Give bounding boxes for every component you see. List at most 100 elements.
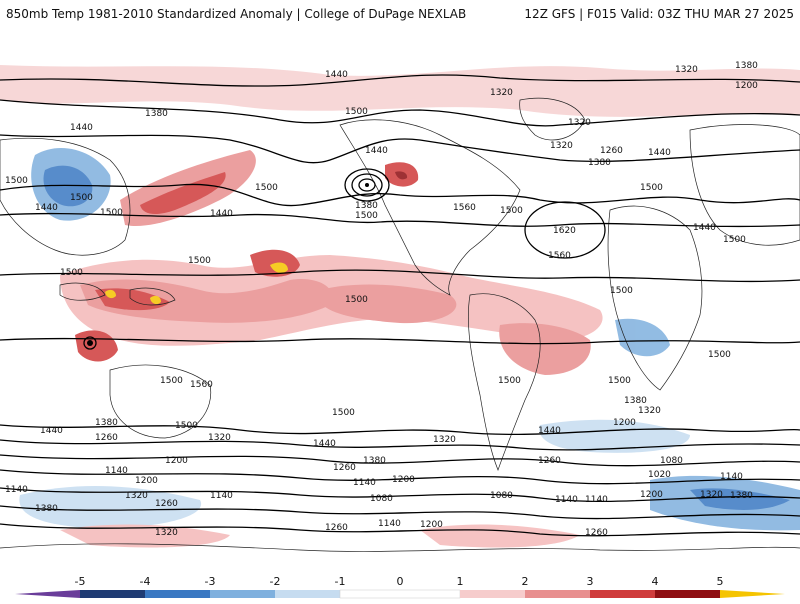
colorbar-svg (15, 589, 785, 599)
contour-label: 1500 (610, 286, 633, 296)
colorbar-swatch (210, 590, 275, 598)
contour-label: 1440 (210, 209, 233, 219)
contour-label: 1440 (40, 426, 63, 436)
colorbar (0, 570, 800, 600)
contour-label: 1500 (255, 183, 278, 193)
contour-label: 1500 (5, 176, 28, 186)
contour-label: 1500 (640, 183, 663, 193)
contour-label: 1440 (648, 148, 671, 158)
contour-label: 1440 (70, 123, 93, 133)
contour-label: 1620 (553, 226, 576, 236)
height-contours (0, 74, 800, 537)
colorbar-tick: 2 (521, 575, 529, 588)
contour-labels: 1440 1380 1320 1320 1380 1200 1440 1500 … (5, 61, 758, 538)
contour-label: 1140 (585, 495, 608, 505)
contour-label: 1080 (370, 494, 393, 504)
contour-label: 1380 (730, 491, 753, 501)
model-valid-time: 12Z GFS | F015 Valid: 03Z THU MAR 27 202… (524, 7, 794, 21)
contour-label: 1320 (125, 491, 148, 501)
contour-label: 1380 (363, 456, 386, 466)
colorbar-swatch (655, 590, 720, 598)
colorbar-tick: -1 (334, 575, 346, 588)
contour-label: 1140 (555, 495, 578, 505)
colorbar-tick: 4 (651, 575, 659, 588)
contour-label: 1320 (568, 118, 591, 128)
contour-label: 1320 (433, 435, 456, 445)
contour-label: 1560 (548, 251, 571, 261)
anomaly-shading (0, 65, 800, 548)
colorbar-swatch (145, 590, 210, 598)
contour-label: 1320 (550, 141, 573, 151)
colorbar-tick: 0 (396, 575, 404, 588)
contour-label: 1500 (500, 206, 523, 216)
contour-label: 1500 (355, 211, 378, 221)
colorbar-triangle-left (15, 590, 80, 598)
contour-label: 1500 (160, 376, 183, 386)
colorbar-tick: 5 (716, 575, 724, 588)
contour-label: 1080 (660, 456, 683, 466)
contour-label: 1380 (355, 201, 378, 211)
contour-label: 1320 (208, 433, 231, 443)
colorbar-tick: -3 (204, 575, 216, 588)
contour-label: 1260 (333, 463, 356, 473)
header: 850mb Temp 1981-2010 Standardized Anomal… (0, 0, 800, 30)
contour-label: 1380 (35, 504, 58, 514)
contour-label: 1320 (638, 406, 661, 416)
contour-label: 1260 (95, 433, 118, 443)
contour-label: 1560 (453, 203, 476, 213)
contour-label: 1560 (190, 380, 213, 390)
contour-label: 1320 (490, 88, 513, 98)
contour-label: 1440 (35, 203, 58, 213)
contour-label: 1200 (392, 475, 415, 485)
contour-label: 1500 (723, 235, 746, 245)
contour-label: 1080 (490, 491, 513, 501)
contour-label: 1500 (708, 350, 731, 360)
colorbar-swatch (80, 590, 145, 598)
colorbar-swatch (525, 590, 590, 598)
colorbar-tick: -4 (139, 575, 151, 588)
contour-label: 1380 (95, 418, 118, 428)
contour-label: 1200 (135, 476, 158, 486)
contour-label: 1140 (353, 478, 376, 488)
contour-label: 1260 (155, 499, 178, 509)
land-outlines (0, 97, 800, 552)
colorbar-swatch (590, 590, 655, 598)
contour-label: 1020 (648, 470, 671, 480)
contour-label: 1140 (5, 485, 28, 495)
colorbar-tick: -5 (74, 575, 86, 588)
contour-label: 1500 (60, 268, 83, 278)
contour-label: 1500 (188, 256, 211, 266)
map-title: 850mb Temp 1981-2010 Standardized Anomal… (6, 7, 467, 21)
contour-label: 1140 (720, 472, 743, 482)
colorbar-swatch (275, 590, 340, 598)
contour-label: 1500 (498, 376, 521, 386)
contour-label: 1500 (175, 421, 198, 431)
colorbar-tick: -2 (269, 575, 281, 588)
contour-label: 1320 (155, 528, 178, 538)
contour-label: 1140 (105, 466, 128, 476)
map-svg: 1440 1380 1320 1320 1380 1200 1440 1500 … (0, 61, 800, 552)
contour-label: 1440 (693, 223, 716, 233)
cyclone-marker (87, 183, 369, 346)
contour-label: 1140 (210, 491, 233, 501)
contour-label: 1500 (70, 193, 93, 203)
colorbar-triangle-right (720, 590, 785, 598)
contour-label: 1440 (325, 70, 348, 80)
contour-label: 1380 (145, 109, 168, 119)
contour-label: 1260 (538, 456, 561, 466)
contour-label: 1500 (345, 295, 368, 305)
contour-label: 1320 (675, 65, 698, 75)
contour-label: 1200 (420, 520, 443, 530)
colorbar-tick: 3 (586, 575, 594, 588)
contour-label: 1200 (165, 456, 188, 466)
contour-label: 1380 (624, 396, 647, 406)
contour-label: 1500 (332, 408, 355, 418)
contour-label: 1440 (538, 426, 561, 436)
colorbar-swatch (339, 589, 461, 599)
contour-label: 1500 (100, 208, 123, 218)
colorbar-tick: 1 (456, 575, 464, 588)
contour-label: 1500 (608, 376, 631, 386)
contour-label: 1200 (640, 490, 663, 500)
colorbar-swatch (460, 590, 525, 598)
contour-label: 1380 (735, 61, 758, 71)
